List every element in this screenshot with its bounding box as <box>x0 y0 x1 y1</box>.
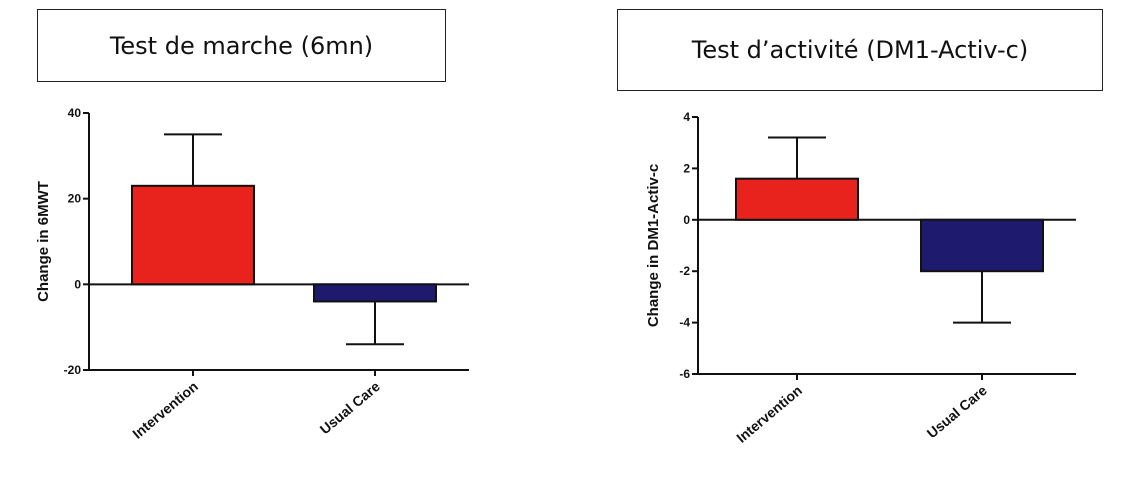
left-chart-title: Test de marche (6mn) <box>109 31 374 60</box>
y-tick-label: 2 <box>683 161 690 175</box>
category-label: Intervention <box>129 378 201 442</box>
y-tick-label: -20 <box>64 363 82 377</box>
bar-usual-care <box>920 218 1044 273</box>
six-minute-walk-chart: -20 0 20 40 Change in 6MWT Intervention Usual … <box>35 106 469 442</box>
y-axis-title: Change in DM1-Activ-c <box>645 164 662 327</box>
y-tick-label: 40 <box>68 106 82 120</box>
y-tick-label: -2 <box>679 264 690 278</box>
activity-chart: -6 -4 -2 0 2 4 Change in DM1-Activ-c Interventi… <box>645 110 1076 446</box>
y-axis-title: Change in 6MWT <box>35 181 52 302</box>
y-tick-label: -4 <box>679 316 690 330</box>
category-label: Usual Care <box>317 378 383 437</box>
right-chart-title-box: Test d’activité (DM1-Activ-c) <box>617 9 1103 91</box>
right-chart-title: Test d’activité (DM1-Activ-c) <box>691 36 1029 64</box>
category-label: Intervention <box>733 382 805 446</box>
y-tick-label: 0 <box>683 213 690 227</box>
bar-intervention <box>735 177 859 221</box>
y-tick-label: 4 <box>683 110 690 124</box>
y-tick-label: 20 <box>68 192 82 206</box>
y-tick-label: 0 <box>74 277 81 291</box>
bar-intervention <box>131 184 255 286</box>
bar-usual-care <box>313 283 437 303</box>
category-label: Usual Care <box>924 382 990 441</box>
left-chart-title-box: Test de marche (6mn) <box>37 9 446 82</box>
y-tick-label: -6 <box>679 367 690 381</box>
